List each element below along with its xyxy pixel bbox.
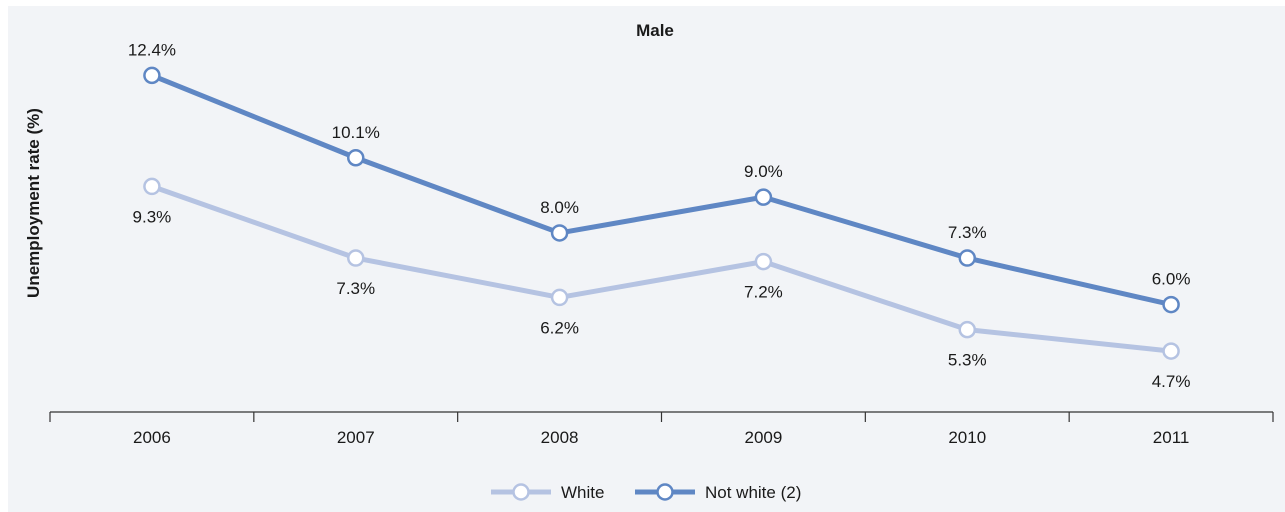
data-point-2009 — [754, 252, 773, 271]
line-chart: Male Unemployment rate (%) 2006 2007 2008 2… — [24, 21, 1274, 502]
data-label-2007: 7.3% — [336, 279, 375, 298]
chart-panel: Male Unemployment rate (%) 2006 2007 2008 2… — [8, 6, 1285, 512]
series-line — [151, 184, 1172, 354]
data-point-2011 — [1162, 342, 1180, 360]
data-point-2010 — [958, 320, 976, 339]
data-label-2008: 8.0% — [540, 198, 579, 217]
legend-item-white: White — [491, 483, 604, 502]
data-label-2009: 9.0% — [744, 162, 783, 181]
data-point-2008 — [550, 224, 569, 242]
legend-label: Not white (2) — [705, 483, 801, 502]
legend-swatch-marker — [656, 483, 674, 501]
legend-label: White — [561, 483, 604, 502]
data-label-2011: 6.0% — [1152, 270, 1191, 289]
data-point-2008 — [550, 288, 569, 307]
data-label-2010: 5.3% — [948, 351, 987, 370]
legend-item-not-white: Not white (2) — [635, 483, 801, 502]
data-label-2006: 9.3% — [133, 207, 172, 226]
y-axis-label: Unemployment rate (%) — [24, 108, 43, 298]
x-tick-label-2007: 2007 — [337, 428, 375, 447]
x-tick-label-2006: 2006 — [133, 428, 171, 447]
series-not-white: 12.4% 10.1% 8.0% 9.0% 7.3% 6.0% — [128, 40, 1191, 314]
x-tick-label-2011: 2011 — [1153, 428, 1190, 447]
legend-swatch-marker — [512, 483, 530, 501]
data-label-2011: 4.7% — [1152, 372, 1191, 391]
x-tick-label-2009: 2009 — [745, 428, 783, 447]
chart-title: Male — [636, 21, 674, 40]
legend: White Not white (2) — [491, 483, 801, 502]
series-white: 9.3% 7.3% 6.2% 7.2% 5.3% 4.7% — [133, 177, 1191, 391]
series-layer: 9.3%7.3%6.2%7.2%5.3%4.7%12.4%10.1%8.0%9.… — [128, 40, 1191, 391]
data-label-2006: 12.4% — [128, 40, 176, 59]
data-point-2009 — [754, 188, 773, 206]
data-point-2007 — [347, 249, 365, 267]
data-point-2010 — [958, 249, 976, 267]
data-label-2010: 7.3% — [948, 223, 987, 242]
data-label-2007: 10.1% — [332, 123, 380, 142]
data-point-2006 — [143, 66, 161, 85]
data-label-2008: 6.2% — [540, 318, 579, 337]
x-axis: 2006 2007 2008 2009 2010 2011 — [49, 411, 1274, 447]
x-tick-label-2010: 2010 — [948, 428, 986, 447]
x-tick-label-2008: 2008 — [541, 428, 579, 447]
data-point-2011 — [1162, 295, 1180, 314]
data-point-2006 — [143, 177, 161, 196]
series-line — [150, 73, 1172, 308]
data-label-2009: 7.2% — [744, 283, 783, 302]
data-point-2007 — [347, 149, 365, 167]
